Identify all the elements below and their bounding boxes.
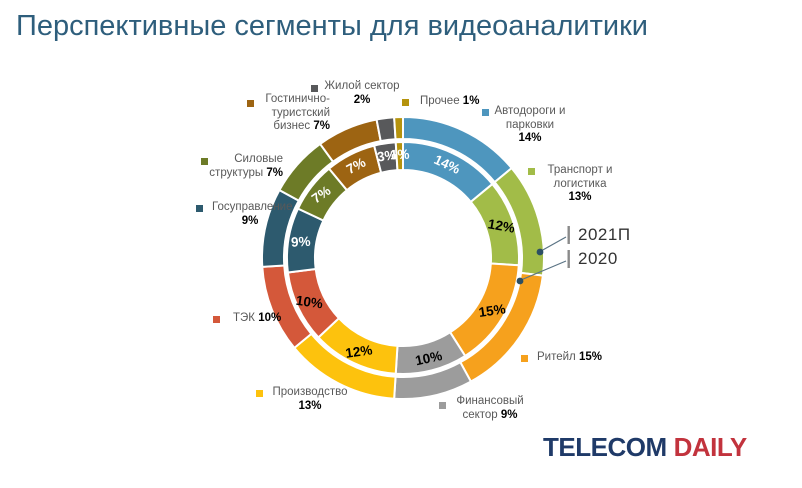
callout-line: Госуправление	[212, 201, 293, 213]
callout-line: Автодороги и	[494, 105, 566, 117]
legend-marker-manufacturing	[256, 390, 263, 397]
value-label-2020-3: 10%	[414, 348, 444, 368]
callout-line: ТЭК 10%	[233, 312, 282, 324]
legend-inner-ring: 2020	[578, 249, 618, 268]
callout-line: парковки 14%	[505, 118, 555, 145]
page-title: Перспективные сегменты для видеоаналитик…	[16, 10, 648, 42]
value-label-2020-10: 1%	[390, 147, 410, 163]
callout-line: логистика 13%	[553, 177, 607, 204]
segment-2021П-9	[375, 116, 397, 143]
segment-2021П-10	[393, 115, 404, 141]
callout-percent: 9%	[241, 214, 259, 227]
callout-roads: Автодороги и парковки 14%	[494, 105, 566, 146]
legend-marker-fuel	[213, 316, 220, 323]
tick-bar-outer	[567, 226, 570, 244]
legend-marker-transport	[528, 168, 535, 175]
callout-line: туристский	[271, 106, 330, 119]
callout-percent: 2%	[353, 93, 371, 106]
callout-line: сектор 9%	[462, 408, 518, 421]
callout-line: Прочее 1%	[420, 95, 480, 107]
callout-hotel: Гостинично-туристский бизнес 7%	[242, 93, 330, 134]
legend-outer-ring: 2021П	[578, 225, 631, 244]
legend-marker-residential	[311, 85, 318, 92]
callout-line: Гостинично-	[265, 93, 330, 105]
callout-percent: 14%	[518, 132, 542, 144]
callout-line: Финансовый	[456, 395, 524, 407]
callout-residential: Жилой сектор 2%	[321, 80, 403, 107]
callout-other: Прочее 1%	[420, 95, 500, 109]
callout-retail: Ритейл 15%	[537, 351, 637, 365]
legend-marker-other	[402, 99, 409, 106]
value-label-2020-2: 15%	[478, 301, 507, 320]
callout-line: Производство	[272, 386, 348, 398]
callout-finance: Финансовый сектор 9%	[452, 395, 528, 422]
callout-government: Госуправление 9%	[212, 201, 293, 228]
telecom-daily-logo: TELECOM DAILY	[543, 432, 747, 463]
callout-line: бизнес 7%	[273, 120, 330, 132]
value-label-2020-5: 10%	[295, 293, 324, 312]
callout-manufacturing: Производство 13%	[272, 386, 348, 413]
legend-marker-roads	[482, 109, 489, 116]
callout-percent: 1%	[462, 95, 480, 107]
callout-percent: 7%	[313, 120, 330, 132]
inner-ring-dot	[516, 277, 524, 285]
callout-fuel: ТЭК 10%	[233, 312, 333, 326]
legend-marker-retail	[521, 355, 528, 362]
donut-value-labels: 14%12%15%10%12%10%9%7%7% 3%1%	[291, 147, 516, 369]
logo-telecom: TELECOM	[543, 432, 667, 462]
ring-annotation	[516, 226, 570, 285]
callout-percent: 7%	[266, 166, 283, 179]
callout-percent: 9%	[500, 408, 518, 421]
value-label-2020-4: 12%	[344, 342, 373, 361]
callout-percent: 13%	[298, 399, 322, 412]
callout-transport: Транспорт и логистика 13%	[543, 164, 617, 205]
outer-ring-dot	[536, 248, 544, 256]
value-label-2020-6: 9%	[291, 234, 311, 250]
donut-segments	[261, 115, 545, 400]
segment-2020-10	[394, 140, 404, 172]
callout-line: Силовые	[234, 153, 283, 165]
callout-line: структуры 7%	[209, 166, 283, 179]
callout-line: Транспорт и	[547, 164, 613, 176]
legend-marker-hotel	[247, 100, 254, 107]
callout-percent: 13%	[568, 191, 592, 203]
callout-line: Жилой сектор	[324, 80, 400, 92]
tick-bar-inner	[567, 250, 570, 268]
value-label-2020-9: 3%	[376, 147, 397, 165]
callout-percent: 15%	[578, 351, 602, 363]
logo-daily: DAILY	[673, 432, 748, 462]
legend-marker-finance	[439, 402, 446, 409]
callout-percent: 10%	[258, 312, 282, 324]
legend-marker-military	[201, 158, 208, 165]
callout-line: Ритейл 15%	[537, 351, 602, 363]
value-label-2020-1: 12%	[487, 216, 516, 235]
leader-line-outer	[540, 236, 567, 252]
legend-marker-government	[196, 205, 203, 212]
callout-military: Силовые структуры 7%	[198, 153, 283, 180]
leader-line-inner	[520, 260, 567, 281]
